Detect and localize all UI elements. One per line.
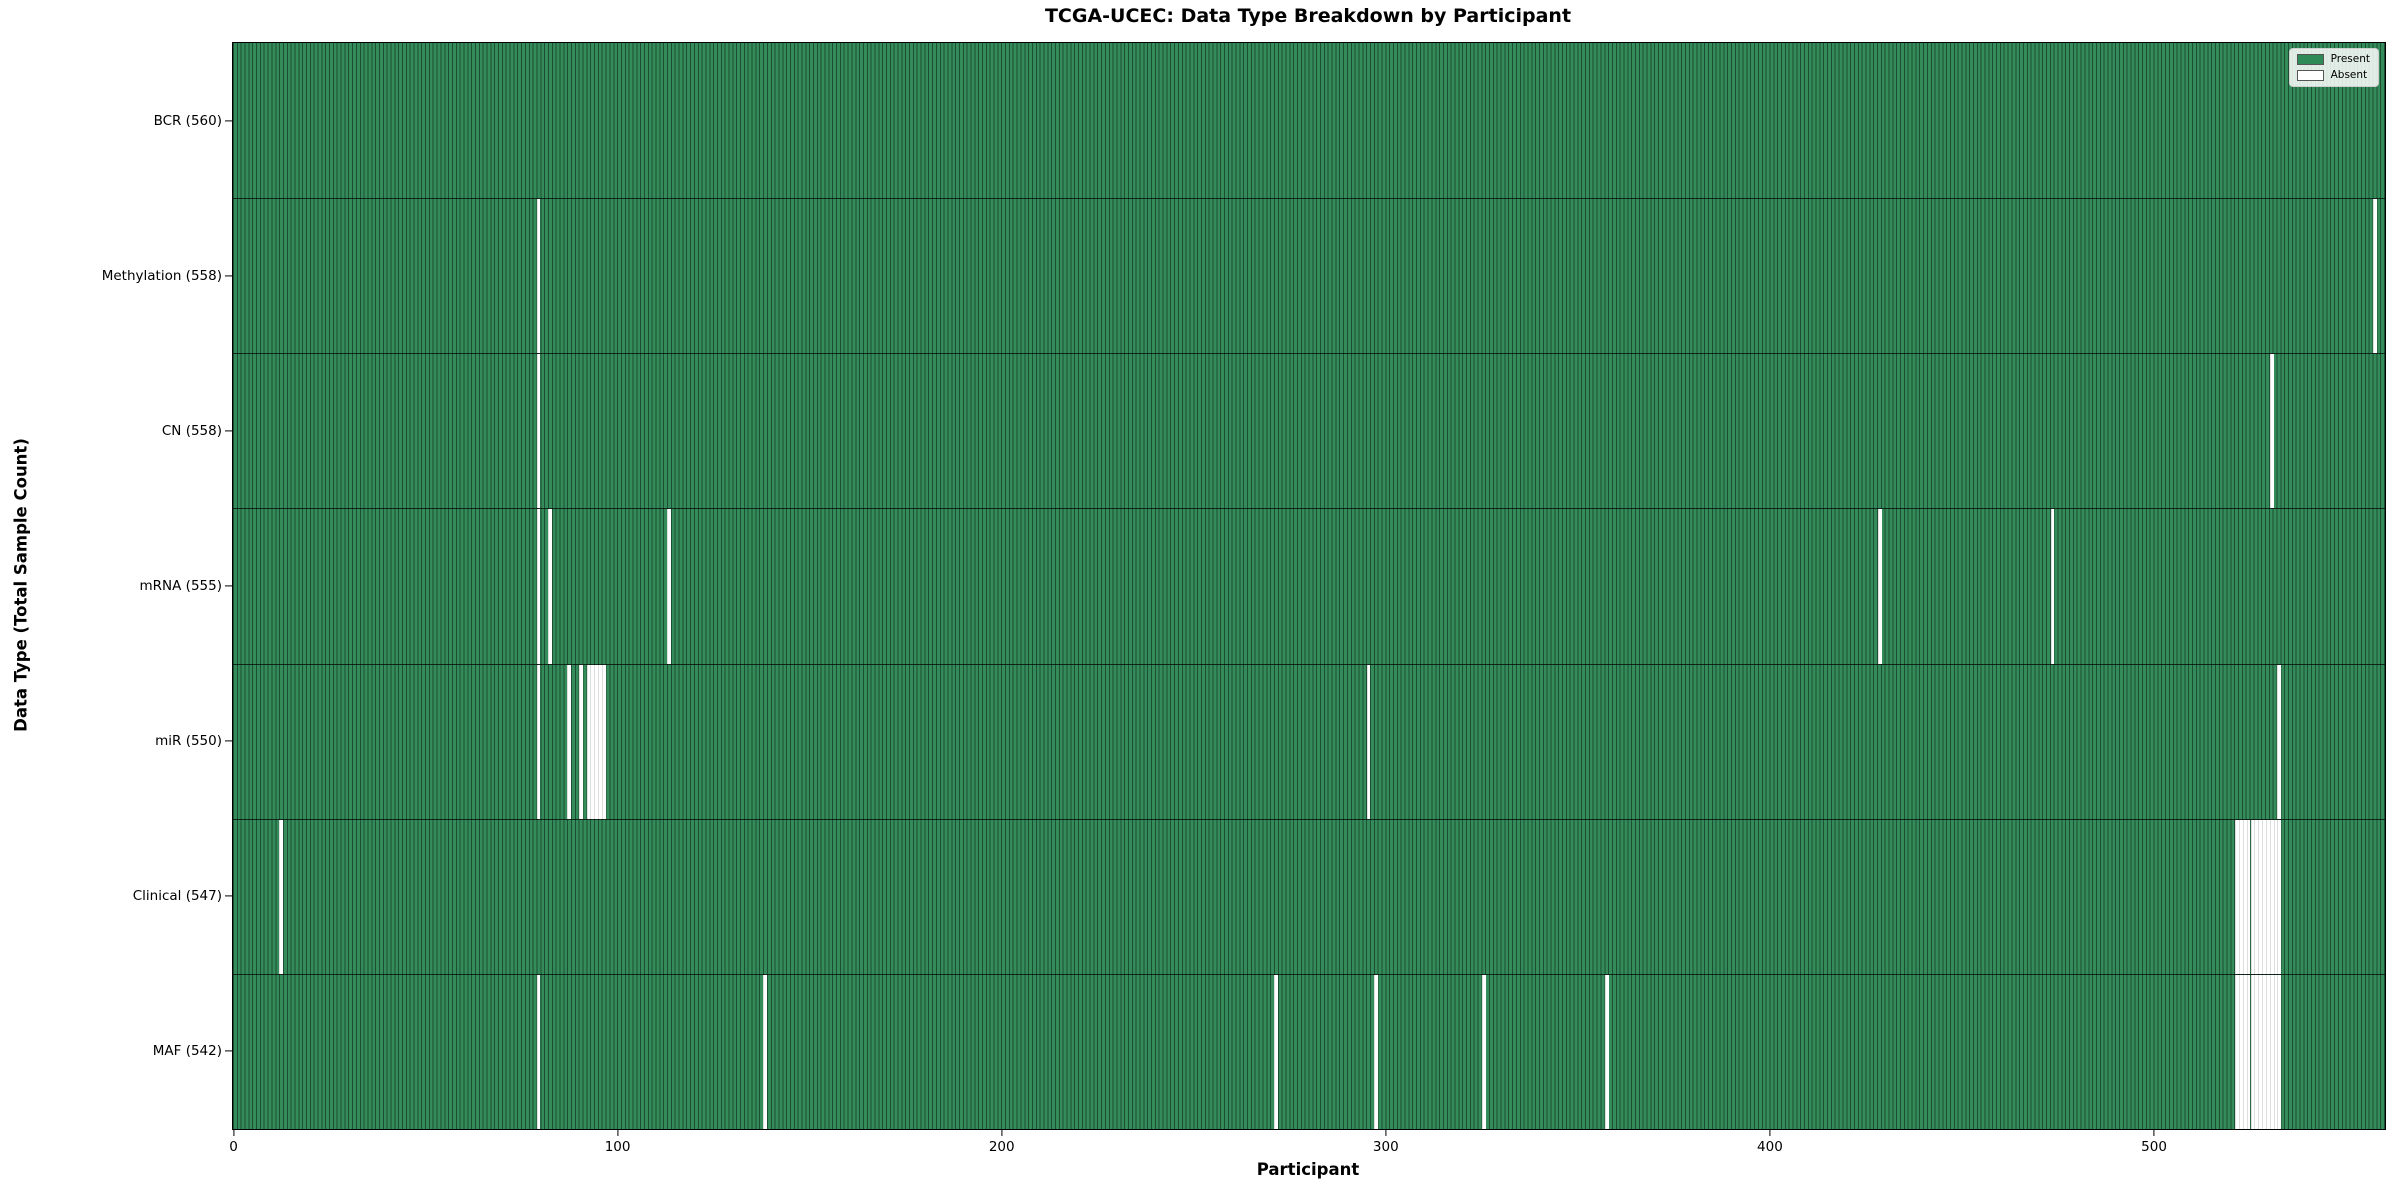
absent-gap [586, 664, 591, 819]
x-tick-mark [2153, 1129, 2155, 1136]
absent-gap [2265, 819, 2270, 974]
x-tick-label: 0 [229, 1139, 238, 1155]
absent-gap [2277, 664, 2282, 819]
legend-item-present: Present [2296, 53, 2370, 65]
y-tick-label-CN: CN (558) [161, 423, 222, 439]
absent-gap [2277, 974, 2282, 1129]
legend-item-absent: Absent [2296, 69, 2370, 81]
y-tick-mark [225, 740, 232, 742]
row-CN [233, 353, 2385, 509]
chart-title: TCGA-UCEC: Data Type Breakdown by Partic… [1044, 5, 1572, 27]
absent-gap [2238, 819, 2243, 974]
absent-gap [2246, 819, 2251, 974]
absent-gap [536, 974, 541, 1129]
y-tick-label-mRNA: mRNA (555) [139, 578, 222, 594]
legend: Present Absent [2288, 48, 2379, 87]
x-tick-label: 200 [988, 1139, 1015, 1155]
x-tick-mark [232, 1129, 235, 1136]
absent-gap [1604, 974, 1609, 1129]
y-tick-mark [225, 430, 232, 432]
row-Methylation [233, 198, 2385, 354]
plot-area: Present Absent [232, 42, 2386, 1130]
legend-label-absent: Absent [2330, 69, 2368, 81]
absent-gap [601, 664, 606, 819]
y-tick-mark [225, 585, 232, 587]
row-miR [233, 663, 2385, 819]
absent-gap [1877, 509, 1882, 664]
absent-gap [2246, 974, 2251, 1129]
x-tick-label: 100 [604, 1139, 631, 1155]
absent-gap [2250, 974, 2255, 1129]
row-mRNA [233, 508, 2385, 664]
absent-gap [2235, 974, 2239, 1129]
absent-gap [536, 664, 541, 819]
row-BCR [233, 43, 2385, 199]
absent-gap [2254, 819, 2259, 974]
present-swatch-icon [2296, 54, 2324, 65]
absent-gap [2262, 974, 2266, 1129]
absent-gap [2238, 974, 2243, 1129]
y-tick-label-Methylation: Methylation (558) [101, 268, 222, 284]
absent-gap [1366, 664, 1371, 819]
x-tick-label: 400 [1757, 1139, 1783, 1155]
absent-gap [2254, 974, 2259, 1129]
absent-gap [567, 664, 572, 819]
row-Clinical [233, 818, 2385, 974]
absent-gap [763, 974, 768, 1129]
x-axis-label: Participant [1256, 1160, 1360, 1179]
x-tick-mark [617, 1129, 619, 1136]
absent-gap [2242, 974, 2247, 1129]
x-tick-mark [1769, 1129, 1771, 1136]
absent-gap [2258, 974, 2262, 1129]
y-tick-label-miR: miR (550) [155, 733, 222, 749]
absent-gap [2258, 819, 2262, 974]
y-tick-mark [225, 275, 232, 277]
x-tick-label: 500 [2141, 1139, 2167, 1155]
x-tick-mark [1001, 1129, 1003, 1136]
absent-gap [2235, 819, 2239, 974]
absent-gap [536, 354, 541, 509]
absent-gap [2250, 819, 2255, 974]
absent-gap [1274, 974, 1279, 1129]
absent-gap [1374, 974, 1379, 1129]
absent-gap [2262, 819, 2266, 974]
absent-gap [594, 664, 599, 819]
absent-gap [2050, 509, 2055, 664]
absent-gap [2242, 819, 2247, 974]
y-tick-mark [225, 1050, 232, 1052]
absent-gap [536, 199, 541, 354]
x-tick-label: 300 [1372, 1139, 1399, 1155]
absent-gap [1481, 974, 1486, 1129]
absent-gap [2269, 974, 2274, 1129]
absent-gap [548, 509, 552, 664]
absent-swatch-icon [2296, 70, 2324, 81]
absent-gap [667, 509, 672, 664]
absent-gap [578, 664, 583, 819]
legend-label-present: Present [2330, 53, 2370, 65]
absent-gap [279, 819, 283, 974]
row-MAF [233, 973, 2385, 1129]
y-tick-label-Clinical: Clinical (547) [132, 888, 222, 904]
absent-gap [2273, 974, 2278, 1129]
absent-gap [2277, 819, 2282, 974]
y-tick-mark [225, 895, 232, 897]
absent-gap [2273, 819, 2278, 974]
absent-gap [536, 509, 541, 664]
y-tick-mark [225, 120, 232, 122]
absent-gap [598, 664, 602, 819]
absent-gap [590, 664, 595, 819]
absent-gap [2269, 354, 2274, 509]
absent-gap [2269, 819, 2274, 974]
y-tick-label-MAF: MAF (542) [152, 1043, 222, 1059]
absent-gap [2373, 199, 2378, 354]
x-tick-mark [1385, 1129, 1387, 1136]
y-tick-label-BCR: BCR (560) [153, 113, 222, 129]
absent-gap [2265, 974, 2270, 1129]
